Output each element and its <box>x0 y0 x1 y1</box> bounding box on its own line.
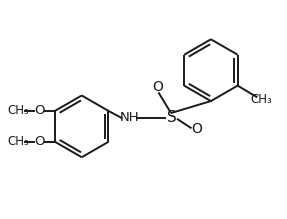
Text: S: S <box>167 110 177 125</box>
Text: NH: NH <box>120 111 139 124</box>
Text: CH₃: CH₃ <box>7 104 29 117</box>
Text: O: O <box>191 122 202 136</box>
Text: O: O <box>152 80 163 94</box>
Text: O: O <box>34 104 45 117</box>
Text: CH₃: CH₃ <box>251 93 272 106</box>
Text: O: O <box>34 135 45 148</box>
Text: CH₃: CH₃ <box>7 135 29 148</box>
